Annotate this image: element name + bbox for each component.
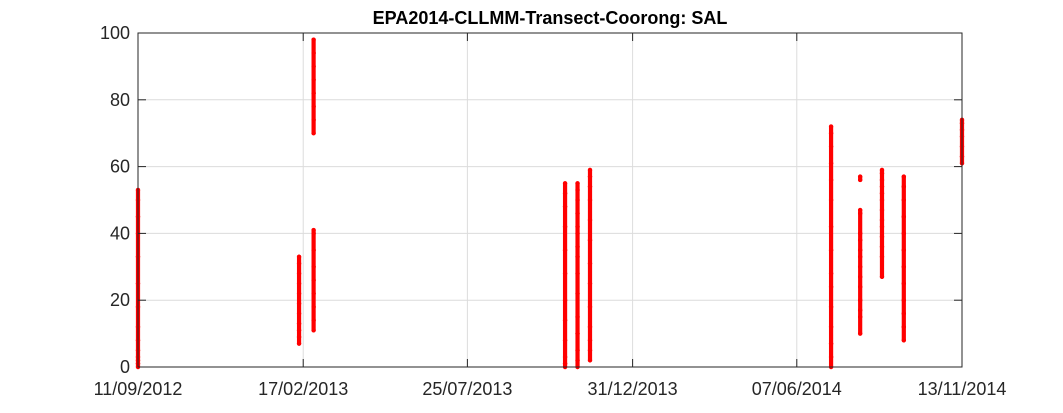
data-point: [857, 174, 863, 179]
x-tick-label: 11/09/2012: [94, 379, 183, 399]
data-point: [575, 181, 580, 186]
data-point: [296, 254, 302, 259]
grid: [138, 33, 962, 367]
x-tick-label: 07/06/2014: [752, 379, 842, 399]
y-tick-label: 40: [110, 223, 130, 243]
data-point: [311, 37, 316, 42]
y-tick-label: 80: [110, 90, 130, 110]
x-tick-label: 13/11/2014: [918, 379, 1007, 399]
x-tick-label: 31/12/2013: [588, 379, 678, 399]
data-point: [879, 167, 885, 173]
chart-title: EPA2014-CLLMM-Transect-Coorong: SAL: [373, 8, 728, 28]
y-tick-label: 60: [110, 157, 130, 177]
x-tick-label: 17/02/2013: [258, 379, 348, 399]
data-point: [857, 207, 863, 213]
x-tick-label: 25/07/2013: [422, 379, 512, 399]
y-tick-label: 100: [100, 23, 130, 43]
data-point: [311, 227, 316, 233]
data-point: [587, 167, 593, 173]
data-point: [901, 174, 907, 179]
y-tick-label: 0: [120, 357, 130, 377]
plot-area: [138, 33, 962, 367]
data-point: [828, 124, 834, 129]
y-tick-label: 20: [110, 290, 130, 310]
data-point: [562, 181, 568, 186]
plot-frame: [137, 32, 963, 368]
axis-ticks: 0 20 40 60 80 100 11/09/2012 17/02/2013 25/07/20…: [94, 23, 1007, 399]
